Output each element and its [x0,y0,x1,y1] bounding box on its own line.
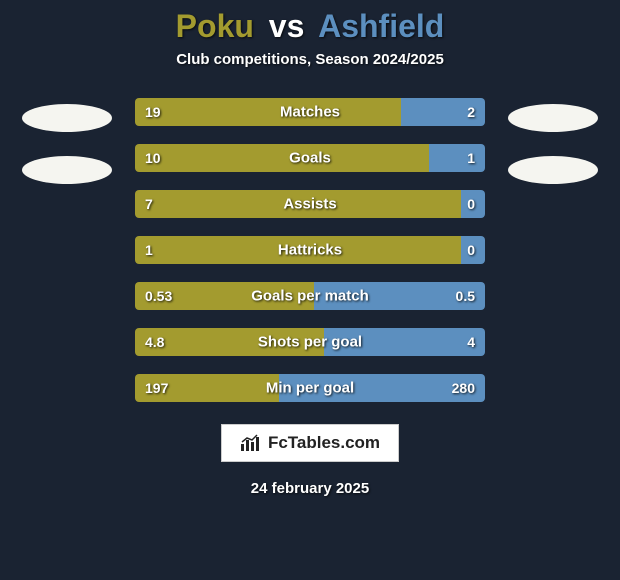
stat-value-p1: 10 [145,150,161,166]
stat-value-p2: 0 [467,196,475,212]
stat-value-p1: 4.8 [145,334,164,350]
stat-value-p1: 1 [145,242,153,258]
stat-bar: 4.8 4 Shots per goal [135,328,485,356]
stat-value-p1: 197 [145,380,168,396]
stat-value-p2: 2 [467,104,475,120]
left-avatar-col [17,98,117,402]
stat-value-p2: 280 [452,380,475,396]
stat-value-p1: 0.53 [145,288,172,304]
subtitle: Club competitions, Season 2024/2025 [176,51,444,68]
player1-ellipse-2 [22,156,112,184]
stat-label: Hattricks [278,242,342,259]
stat-value-p2: 0 [467,242,475,258]
stat-label: Assists [283,196,336,213]
stat-bar: 1 0 Hattricks [135,236,485,264]
stat-bars: 192Matches101Goals70Assists10Hattricks0.… [135,98,485,402]
stat-value-p2: 4 [467,334,475,350]
date-text: 24 february 2025 [251,480,369,497]
stat-bar: 197 280 Min per goal [135,374,485,402]
stat-bar-seg-p2 [429,144,485,172]
stat-bar-seg-p1 [135,144,429,172]
stat-value-p2: 1 [467,150,475,166]
right-avatar-col [503,98,603,402]
stat-value-p1: 7 [145,196,153,212]
player2-ellipse-1 [508,104,598,132]
player2-ellipse-2 [508,156,598,184]
stat-label: Goals per match [251,288,369,305]
stat-bar: 7 0 Assists [135,190,485,218]
title-player1: Poku [176,8,254,44]
chart-icon [240,434,262,452]
stat-bar: 0.53 0.5 Goals per match [135,282,485,310]
stat-bar: 10 1 Goals [135,144,485,172]
brand-box[interactable]: FcTables.com [221,424,399,462]
title-player2: Ashfield [318,8,444,44]
player1-ellipse-1 [22,104,112,132]
stat-bar: 19 2 Matches [135,98,485,126]
stats-area: 192Matches101Goals70Assists10Hattricks0.… [0,98,620,402]
title: Poku vs Ashfield [176,8,445,45]
title-vs: vs [269,8,305,44]
stat-label: Goals [289,150,331,167]
brand-text: FcTables.com [268,433,380,453]
infographic-container: Poku vs Ashfield Club competitions, Seas… [0,0,620,580]
stat-label: Matches [280,104,340,121]
stat-value-p2: 0.5 [456,288,475,304]
stat-bar-seg-p1 [135,98,401,126]
stat-label: Min per goal [266,380,354,397]
stat-label: Shots per goal [258,334,362,351]
stat-value-p1: 19 [145,104,161,120]
